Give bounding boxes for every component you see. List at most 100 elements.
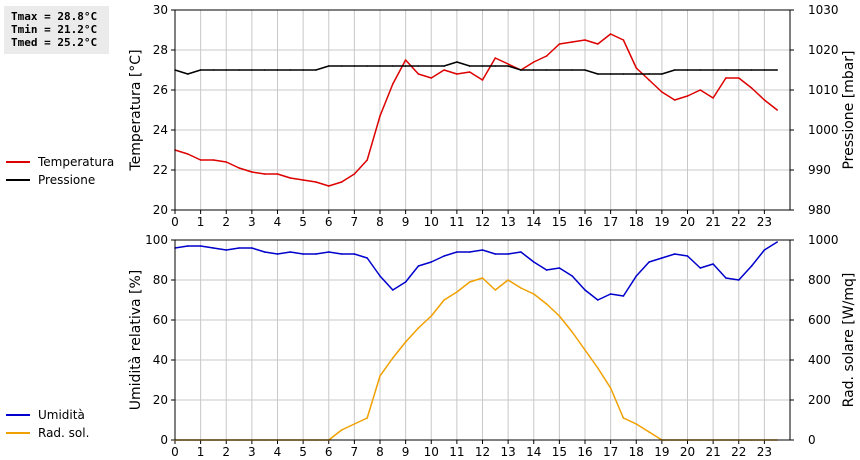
data-point [443,65,445,67]
data-point [622,295,625,297]
data-point [199,69,202,71]
y-axis-title: Temperatura [°C] [128,49,144,171]
data-point [750,87,753,89]
x-tick-label: 7 [351,215,359,229]
y-tick-label: 22 [153,163,168,177]
data-point [673,99,676,101]
data-point [520,287,522,289]
data-point [404,341,407,343]
x-tick-label: 11 [449,445,464,459]
data-point [699,267,702,269]
data-point [327,185,330,187]
y2-tick-label: 0 [808,433,816,447]
x-tick-label: 22 [731,215,746,229]
data-point [571,41,573,43]
data-point [609,387,612,389]
data-point [597,73,599,75]
data-point [597,43,599,45]
data-point [251,171,253,173]
data-point [468,71,471,73]
data-point [481,79,484,81]
data-point [392,357,394,359]
data-point [635,275,638,277]
data-point [315,69,317,71]
data-point [661,91,663,93]
data-point [340,181,343,183]
data-point [417,73,420,75]
data-point [276,253,279,255]
data-point [609,293,612,295]
y-tick-label: 80 [153,273,168,287]
data-point [340,429,343,431]
data-point [558,69,561,71]
x-tick-label: 9 [402,445,410,459]
data-point [327,65,330,67]
data-point [263,69,266,71]
data-point [712,263,714,265]
data-point [545,269,548,271]
data-point [737,77,740,79]
x-tick-label: 13 [500,445,515,459]
data-point [532,61,535,63]
data-point [532,261,535,263]
y2-tick-label: 990 [808,163,831,177]
data-point [392,83,394,85]
legend-label: Pressione [38,173,95,187]
plot-frame [174,9,791,211]
x-tick-label: 6 [325,445,333,459]
x-tick-label: 21 [705,445,720,459]
data-point [225,249,228,251]
data-point [327,251,330,253]
data-point [263,173,266,175]
data-point [750,265,753,267]
data-point [302,253,304,255]
x-tick-label: 18 [629,445,644,459]
y2-tick-label: 980 [808,203,831,217]
x-tick-label: 19 [654,215,669,229]
data-point [622,73,625,75]
data-point [263,251,266,253]
data-point [199,245,202,247]
x-tick-label: 20 [680,445,695,459]
y2-tick-label: 1020 [808,43,839,57]
data-point [225,69,228,71]
data-point [302,179,304,181]
data-point [571,69,573,71]
data-point [558,43,561,45]
stat-tmed: Tmed = 25.2°C [11,36,98,49]
data-point [187,245,189,247]
x-tick-label: 1 [197,445,205,459]
data-point [648,261,650,263]
data-point [532,293,535,295]
data-point [187,153,189,155]
data-point [430,261,433,263]
x-tick-label: 4 [274,215,282,229]
data-point [558,315,561,317]
data-point [507,65,509,67]
data-point [392,65,394,67]
data-point [584,289,586,291]
data-point [635,73,638,75]
x-tick-label: 17 [603,445,618,459]
data-point [609,73,612,75]
data-point [212,69,215,71]
data-point [507,253,509,255]
data-point [558,267,561,269]
legend-label: Temperatura [37,155,114,169]
data-point [571,331,573,333]
x-tick-label: 7 [351,445,359,459]
data-point [289,69,292,71]
x-tick-label: 0 [171,215,179,229]
data-point [776,69,778,71]
data-point [315,253,317,255]
data-point [468,251,471,253]
data-point [635,67,638,69]
y-axis-title: Umidità relativa [%] [128,270,144,411]
data-point [584,69,586,71]
x-tick-label: 23 [757,445,772,459]
y-tick-label: 0 [160,433,168,447]
data-point [212,247,215,249]
data-point [507,279,509,281]
x-tick-label: 8 [376,445,384,459]
data-point [699,89,702,91]
